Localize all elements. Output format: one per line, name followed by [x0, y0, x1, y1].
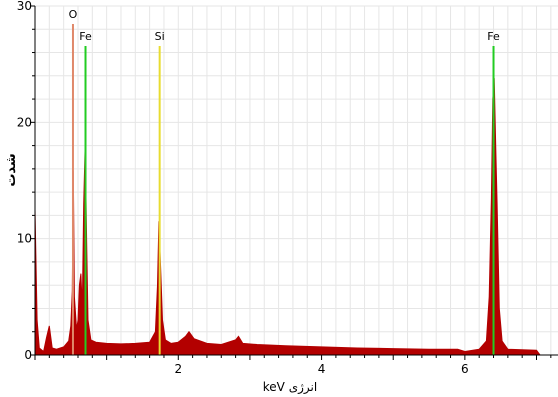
- x-tick-label: 4: [318, 362, 326, 376]
- element-label-fe: Fe: [79, 30, 92, 43]
- y-tick-label: 0: [24, 348, 32, 362]
- tick-labels: 0 10 20 30 2 4 6: [17, 0, 469, 376]
- grid: [34, 5, 558, 356]
- y-tick-label: 20: [17, 115, 32, 129]
- y-tick-label: 30: [17, 0, 32, 13]
- element-label-fe: Fe: [487, 30, 500, 43]
- element-markers: OFe Si Fe: [69, 8, 500, 355]
- spectrum-area: [34, 78, 558, 356]
- y-tick-label: 10: [17, 232, 32, 246]
- x-tick-label: 2: [174, 362, 182, 376]
- axes: [30, 5, 558, 360]
- element-label-o: O: [69, 8, 78, 21]
- x-axis-title: keV انرژی: [263, 380, 317, 395]
- element-label-si: Si: [155, 30, 165, 43]
- y-axis-title: شدت: [4, 153, 19, 186]
- x-tick-label: 6: [461, 362, 469, 376]
- spectrum-series: [34, 78, 558, 356]
